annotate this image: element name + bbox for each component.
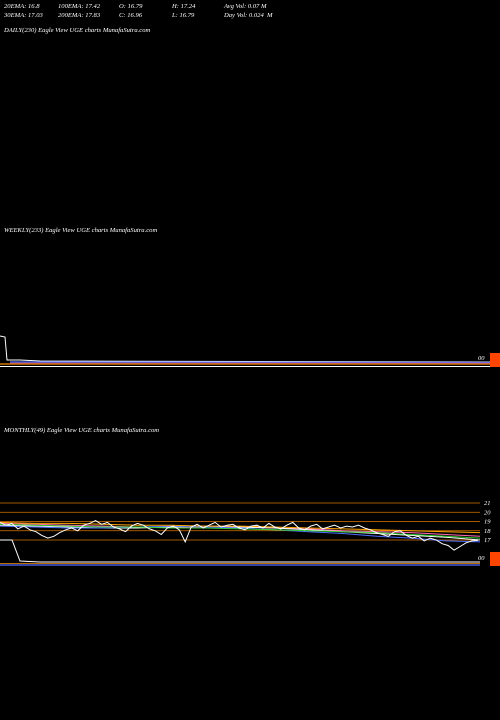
stats-header: 20EMA: 16.8 100EMA: 17.42 O: 16.79 H: 17.24… — [4, 2, 273, 20]
stats-row-1: 20EMA: 16.8 100EMA: 17.42 O: 16.79 H: 17.24… — [4, 2, 273, 11]
monthly-tick-3: 18 — [484, 528, 491, 535]
monthly-end-label: 00 — [478, 555, 485, 562]
ema30: 30EMA: 17.03 — [4, 12, 43, 19]
open: O: 16.79 — [119, 3, 143, 10]
monthly-tick-0: 21 — [484, 500, 491, 507]
ema100: 100EMA: 17.42 — [58, 3, 101, 10]
monthly-panel: 21 20 19 18 17 00 — [0, 500, 500, 566]
monthly-panel-label[interactable]: MONTHLY(49) Eagle View UGE charts Munafa… — [4, 427, 160, 434]
stats-row-2: 30EMA: 17.03 200EMA: 17.83 C: 16.96 L: 16.7… — [4, 11, 273, 20]
low: L: 16.79 — [172, 12, 195, 19]
monthly-tick-1: 20 — [484, 509, 491, 516]
weekly-ema-line — [9, 361, 491, 364]
monthly-volume-line — [0, 539, 480, 563]
monthly-ema-line-4 — [0, 523, 481, 539]
daily-panel-label[interactable]: DAILY(230) Eagle View UGE charts MunafaS… — [4, 27, 151, 34]
avg-vol: Avg Vol: 0.07 M — [224, 3, 267, 10]
monthly-price-line — [0, 520, 479, 551]
ema20: 20EMA: 16.8 — [4, 3, 40, 10]
ema200: 200EMA: 17.83 — [58, 12, 101, 19]
weekly-volume-bar — [490, 353, 500, 367]
monthly-volume-bar — [490, 552, 500, 566]
weekly-panel: 00 — [0, 335, 500, 367]
weekly-price-line — [0, 335, 491, 363]
weekly-panel-label[interactable]: WEEKLY(233) Eagle View UGE charts Munafa… — [4, 227, 158, 234]
monthly-tick-4: 17 — [484, 537, 491, 544]
day-vol: Day Vol: 0.024 M — [224, 12, 273, 19]
weekly-end-label: 00 — [478, 355, 485, 362]
high: H: 17.24 — [172, 3, 196, 10]
monthly-ema-line-1 — [0, 524, 481, 541]
close: C: 16.96 — [119, 12, 143, 19]
monthly-tick-2: 19 — [484, 519, 491, 526]
